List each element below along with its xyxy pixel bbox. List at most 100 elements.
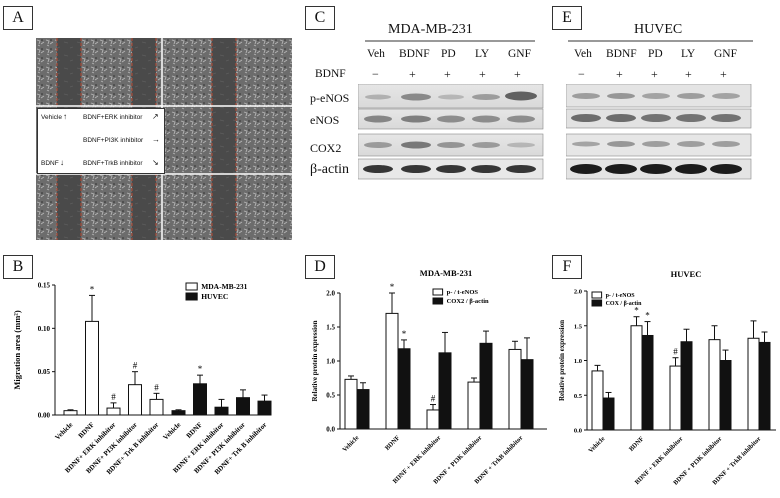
- significance-mark: *: [90, 284, 95, 294]
- significance-mark: #: [154, 382, 159, 392]
- lane-label: GNF: [714, 48, 738, 60]
- up-right-arrow-icon: ↗: [152, 112, 159, 121]
- bar: [669, 365, 682, 431]
- bar: [385, 312, 399, 430]
- bar: [63, 410, 78, 416]
- bar: [356, 389, 370, 430]
- panel-label-d: D: [305, 255, 335, 279]
- y-tick-label: 1.0: [574, 358, 582, 365]
- treatment-sign: +: [444, 67, 451, 81]
- bar: [397, 348, 411, 430]
- panel-label-b: B: [3, 255, 33, 279]
- legend-label: p- / t-eNOS: [606, 293, 636, 299]
- blot-c-treatment: − + + + +: [355, 67, 547, 83]
- treatment-sign: +: [720, 67, 727, 81]
- panel-label-e: E: [552, 6, 582, 30]
- down-arrow-icon: ↓: [60, 158, 64, 167]
- y-tick-label: 1.5: [326, 324, 335, 332]
- blot-row-label-beta-actin: β-actin: [310, 162, 349, 177]
- bar: [758, 341, 771, 431]
- bar: [344, 378, 358, 430]
- significance-mark: #: [111, 392, 116, 402]
- x-category-label: BDNF: [384, 434, 401, 451]
- bar: [680, 341, 693, 431]
- legend-swatch: [432, 297, 444, 305]
- x-category-label: Vehicle: [587, 435, 606, 454]
- x-category-label: Vehicle: [341, 434, 360, 453]
- y-axis-label: Relative protein expression: [558, 320, 566, 401]
- significance-mark: *: [390, 282, 395, 292]
- lane-label: PD: [441, 48, 456, 60]
- lane-label: BDNF: [606, 48, 637, 60]
- legend-swatch: [591, 291, 603, 299]
- blot-e-title: HUVEC: [634, 22, 683, 37]
- significance-mark: #: [133, 361, 138, 371]
- bar: [719, 360, 732, 431]
- legend-label: p- / t-eNOS: [447, 289, 479, 296]
- bar: [85, 320, 99, 416]
- legend-swatch: [185, 282, 198, 291]
- bar: [128, 384, 142, 416]
- treatment-sign: +: [514, 67, 521, 81]
- blot-row-label-cox2: COX2: [310, 141, 342, 155]
- lane-label: LY: [681, 48, 696, 60]
- legend-pi3k: BDNF+PI3K inhibitor: [83, 137, 144, 144]
- y-axis-label: Migration area (mm²): [12, 310, 22, 390]
- bar: [508, 348, 522, 430]
- y-tick-label: 0.0: [326, 426, 335, 434]
- y-tick-label: 0.0: [574, 428, 582, 435]
- bar: [708, 339, 721, 431]
- bar: [630, 325, 643, 431]
- significance-mark: *: [634, 306, 639, 316]
- y-tick-label: 1.0: [326, 358, 335, 366]
- y-tick-label: 0.05: [38, 368, 51, 376]
- lane-label: GNF: [508, 48, 532, 60]
- panel-label-f: F: [552, 255, 582, 279]
- y-tick-label: 2.0: [574, 289, 582, 296]
- legend-bdnf: BDNF: [41, 160, 59, 167]
- western-blot-e: [566, 84, 752, 180]
- bar: [591, 370, 604, 431]
- y-axis-label: Relative protein expression: [311, 320, 319, 401]
- up-arrow-icon: ↑: [63, 112, 67, 121]
- lane-label: PD: [648, 48, 663, 60]
- y-tick-label: 0.5: [574, 393, 583, 400]
- chart-mda-protein-expression: 0.0 0.5 1.0 1.5 2.0 Relative protein expressi…: [311, 268, 547, 486]
- blot-e-treatment: − + + + +: [568, 67, 760, 83]
- blot-e-header-line: [568, 40, 753, 42]
- bar: [641, 334, 654, 431]
- legend-vehicle: Vehicle: [41, 114, 62, 121]
- treatment-sign: +: [651, 67, 658, 81]
- treatment-sign: +: [409, 67, 416, 81]
- bar: [149, 398, 164, 416]
- bar: [214, 406, 229, 416]
- blot-c-lane-labels: Veh BDNF PD LY GNF: [355, 48, 547, 64]
- y-tick-label: 0.5: [326, 392, 335, 400]
- bar: [467, 381, 481, 430]
- right-arrow-icon: →: [152, 135, 160, 144]
- significance-mark: *: [402, 329, 407, 339]
- bar: [520, 359, 534, 430]
- chart-migration-area: 0.00 0.05 0.10 0.15 Migration area (mm²) * # # #…: [12, 282, 272, 476]
- bar: [438, 352, 452, 430]
- legend-label: HUVEC: [201, 292, 228, 301]
- blot-e-lane-labels: Veh BDNF PD LY GNF: [568, 48, 760, 64]
- y-tick-label: 0.15: [38, 282, 51, 290]
- lane-label: Veh: [367, 48, 385, 60]
- blot-row-label-enos: eNOS: [310, 113, 340, 127]
- treatment-sign: −: [578, 67, 585, 81]
- bar: [106, 407, 121, 416]
- bar: [171, 410, 186, 416]
- treatment-sign: +: [685, 67, 692, 81]
- bar: [257, 400, 272, 416]
- lane-label: LY: [475, 48, 490, 60]
- chart-huvec-protein-expression: 0.0 0.5 1.0 1.5 2.0 Relative protein expressi…: [558, 269, 776, 487]
- legend-erk: BDNF+ERK inhibitor: [83, 114, 143, 121]
- blot-c-bdnf-label: BDNF: [315, 68, 346, 80]
- y-tick-label: 2.0: [326, 290, 335, 298]
- legend-trkb: BDNF+TrkB inhibitor: [83, 160, 143, 167]
- lane-label: BDNF: [399, 48, 430, 60]
- legend-swatch: [432, 288, 444, 296]
- bar: [426, 409, 440, 430]
- bar: [236, 397, 250, 416]
